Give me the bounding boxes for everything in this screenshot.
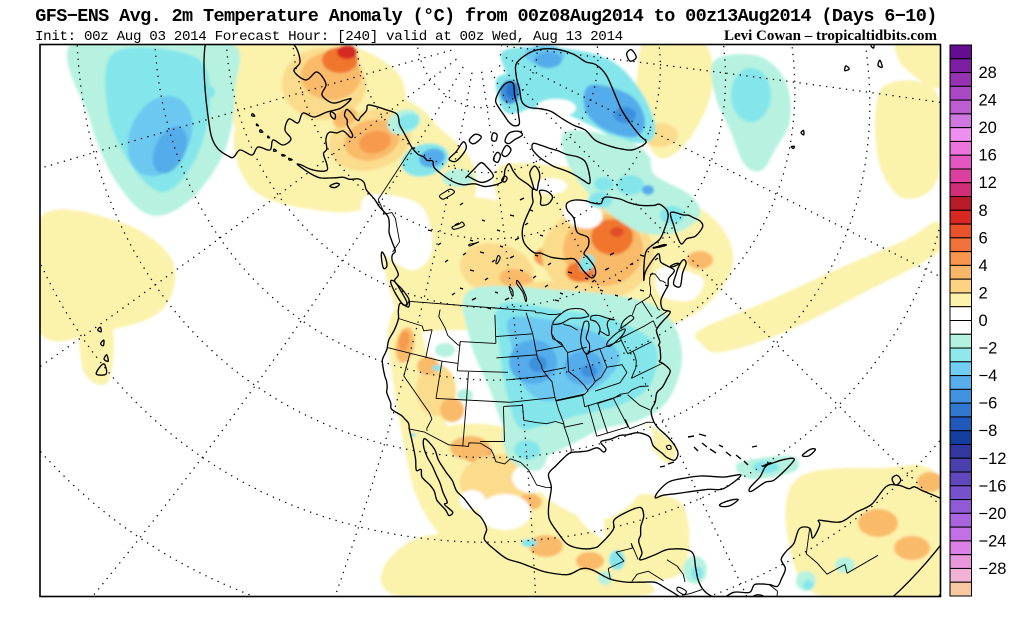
svg-text:−2: −2 (979, 340, 998, 358)
svg-text:12: 12 (979, 174, 997, 192)
svg-text:Init: 00z Aug 03 2014 Forecast: Init: 00z Aug 03 2014 Forecast Hour: [24… (35, 29, 623, 45)
svg-text:−12: −12 (979, 450, 1007, 468)
svg-text:8: 8 (979, 202, 988, 220)
svg-text:−20: −20 (979, 505, 1007, 523)
svg-text:0: 0 (979, 312, 988, 330)
svg-text:2: 2 (979, 284, 988, 302)
svg-text:−24: −24 (979, 532, 1007, 550)
svg-text:−4: −4 (979, 367, 998, 385)
svg-text:6: 6 (979, 229, 988, 247)
svg-text:−28: −28 (979, 560, 1007, 578)
svg-text:−16: −16 (979, 477, 1007, 495)
svg-text:−6: −6 (979, 395, 998, 413)
svg-text:4: 4 (979, 257, 988, 275)
svg-text:GFS−ENS Avg. 2m Temperature An: GFS−ENS Avg. 2m Temperature Anomaly (°C)… (35, 6, 936, 27)
svg-text:24: 24 (979, 92, 997, 110)
svg-text:Levi Cowan – tropicaltidbits.c: Levi Cowan – tropicaltidbits.com (724, 28, 938, 44)
svg-text:−8: −8 (979, 422, 998, 440)
svg-text:16: 16 (979, 147, 997, 165)
svg-text:28: 28 (979, 64, 997, 82)
svg-text:20: 20 (979, 119, 997, 137)
